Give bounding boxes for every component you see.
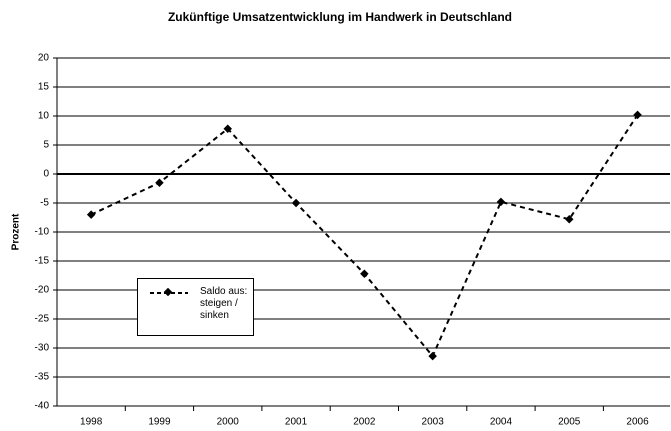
y-tick-label: 20 xyxy=(38,53,50,64)
y-tick-label: -5 xyxy=(40,198,49,209)
y-tick-label: -35 xyxy=(35,372,50,383)
data-point xyxy=(291,198,301,208)
legend-symbol xyxy=(150,287,188,297)
y-tick-label: 10 xyxy=(38,111,50,122)
x-tick-label: 2006 xyxy=(626,417,649,428)
data-point xyxy=(360,269,369,279)
x-tick-label: 2003 xyxy=(422,417,445,428)
x-tick-label: 2005 xyxy=(558,417,581,428)
x-tick-label: 2001 xyxy=(285,417,308,428)
legend: Saldo aus: steigen / sinken xyxy=(137,278,254,336)
data-point xyxy=(86,210,96,219)
chart-title: Zukünftige Umsatzentwicklung im Handwerk… xyxy=(168,10,512,24)
x-tick-label: 2004 xyxy=(490,417,513,428)
legend-label: Saldo aus: steigen / sinken xyxy=(200,286,248,321)
data-point xyxy=(428,351,437,361)
data-point xyxy=(223,124,232,134)
y-tick-label: -10 xyxy=(35,227,50,238)
y-tick-label: -40 xyxy=(35,401,50,412)
x-tick-label: 1998 xyxy=(80,417,103,428)
x-tick-label: 1999 xyxy=(148,417,171,428)
y-tick-label: 15 xyxy=(38,82,50,93)
y-tick-label: 0 xyxy=(43,169,49,180)
y-tick-label: -20 xyxy=(35,285,50,296)
data-point xyxy=(496,197,506,207)
y-tick-label: -25 xyxy=(35,314,50,325)
x-tick-label: 2000 xyxy=(217,417,240,428)
data-point xyxy=(155,178,164,187)
y-tick-label: 5 xyxy=(43,140,49,151)
x-tick-label: 2002 xyxy=(353,417,376,428)
y-axis-label: Prozent xyxy=(11,213,22,250)
y-tick-label: -15 xyxy=(35,256,50,267)
y-tick-label: -30 xyxy=(35,343,50,354)
